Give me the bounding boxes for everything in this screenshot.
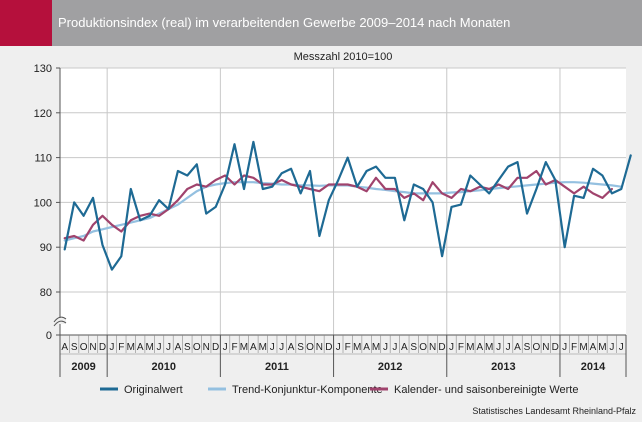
x-month-label: S	[297, 342, 304, 353]
x-month-label: N	[429, 342, 436, 353]
x-month-label: J	[449, 342, 454, 353]
x-month-label: F	[345, 342, 351, 353]
x-month-label: D	[99, 342, 106, 353]
x-month-label: J	[619, 342, 624, 353]
series-line-originalwert	[63, 140, 632, 271]
x-month-label: M	[579, 342, 587, 353]
axis-break-mark	[53, 316, 67, 323]
y-tick-label: 120	[34, 108, 52, 120]
x-month-label: N	[203, 342, 210, 353]
x-month-label: S	[71, 342, 78, 353]
legend-trend-label: Trend-Konjunktur-Komponente	[232, 384, 383, 396]
x-month-label: M	[598, 342, 606, 353]
x-month-label: F	[231, 342, 237, 353]
x-month-label: D	[212, 342, 219, 353]
chart-title: Produktionsindex (real) im verarbeitende…	[58, 15, 511, 30]
legend: Originalwert Trend-Konjunktur-Komponente K…	[100, 384, 578, 396]
x-month-label: J	[157, 342, 162, 353]
source-note: Statistisches Landesamt Rheinland-Pfalz	[472, 406, 636, 416]
x-month-label: O	[80, 342, 88, 353]
x-month-label: F	[118, 342, 124, 353]
y-tick-label: 90	[40, 242, 52, 254]
x-month-label: J	[109, 342, 114, 353]
x-month-label: J	[166, 342, 171, 353]
x-year-label: 2009	[71, 361, 95, 373]
x-month-label: M	[127, 342, 135, 353]
x-month-label: J	[496, 342, 501, 353]
y-tick-label: 0	[46, 330, 52, 342]
y-tick-label: 130	[34, 63, 52, 75]
x-month-label: O	[419, 342, 427, 353]
x-month-label: O	[532, 342, 540, 353]
x-month-label: J	[279, 342, 284, 353]
x-year-label: 2010	[152, 361, 176, 373]
x-month-label: J	[336, 342, 341, 353]
x-month-label: J	[609, 342, 614, 353]
x-year-label: 2012	[378, 361, 402, 373]
x-month-label: M	[353, 342, 361, 353]
x-month-label: F	[571, 342, 577, 353]
x-month-label: J	[223, 342, 228, 353]
x-month-label: M	[372, 342, 380, 353]
y-axis: 0 80 90 100 110 120 130	[34, 63, 67, 342]
y-tick-label: 100	[34, 197, 52, 209]
x-month-label: D	[552, 342, 559, 353]
legend-originalwert-label: Originalwert	[124, 384, 183, 396]
x-year-label: 2013	[491, 361, 515, 373]
x-month-label: O	[306, 342, 314, 353]
y-tick-label: 110	[34, 153, 52, 165]
legend-saisonbereinigt-label: Kalender- und saisonbereinigte Werte	[394, 384, 578, 396]
x-month-label: S	[410, 342, 417, 353]
x-month-label: A	[250, 342, 257, 353]
x-month-label: A	[590, 342, 597, 353]
x-month-label: S	[184, 342, 191, 353]
axis-break-mark	[53, 320, 67, 327]
x-month-label: N	[89, 342, 96, 353]
x-month-label: O	[193, 342, 201, 353]
x-month-label: A	[363, 342, 370, 353]
x-month-label: F	[458, 342, 464, 353]
x-year-label: 2014	[581, 361, 606, 373]
x-month-label: D	[438, 342, 445, 353]
x-month-label: D	[325, 342, 332, 353]
title-accent-block	[0, 0, 52, 46]
x-month-label: A	[61, 342, 68, 353]
x-month-label: M	[259, 342, 267, 353]
plot-area	[60, 68, 626, 335]
x-month-label: M	[485, 342, 493, 353]
x-month-label: M	[145, 342, 153, 353]
x-month-label: A	[137, 342, 144, 353]
x-month-label: J	[270, 342, 275, 353]
x-month-label: J	[562, 342, 567, 353]
x-month-label: N	[316, 342, 323, 353]
chart-subtitle: Messzahl 2010=100	[294, 51, 393, 63]
x-month-label: A	[288, 342, 295, 353]
y-tick-label: 80	[40, 287, 52, 299]
x-month-label: M	[466, 342, 474, 353]
x-month-label: S	[524, 342, 531, 353]
x-month-label: A	[401, 342, 408, 353]
x-month-label: J	[506, 342, 511, 353]
x-month-label: N	[542, 342, 549, 353]
x-month-label: J	[392, 342, 397, 353]
title-bar: Produktionsindex (real) im verarbeitende…	[0, 0, 642, 46]
series	[63, 140, 632, 271]
x-month-label: A	[175, 342, 182, 353]
x-month-label: M	[240, 342, 248, 353]
x-month-label: A	[476, 342, 483, 353]
x-month-label: A	[514, 342, 521, 353]
x-month-label: J	[383, 342, 388, 353]
x-year-label: 2011	[265, 361, 289, 373]
